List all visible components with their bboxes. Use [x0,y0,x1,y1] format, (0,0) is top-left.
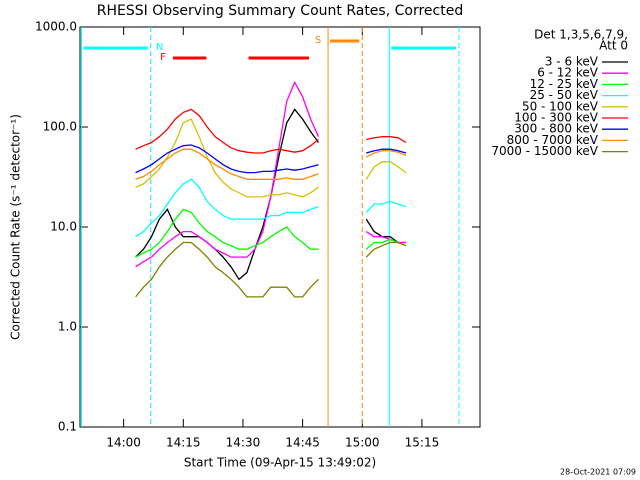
series-line [135,241,407,298]
x-tick-label: 14:45 [285,436,320,450]
x-tick-label: 14:00 [106,436,141,450]
y-tick-label: 100.0 [43,120,77,134]
legend-label: 12 - 25 keV [530,77,599,91]
legend-header: Att 0 [599,39,628,53]
legend-label: 800 - 7000 keV [507,133,599,147]
footer: 28-Oct-2021 07:09 [560,468,636,477]
interval-label: N [156,42,163,53]
interval-label: S [315,35,321,46]
legend-label: 6 - 12 keV [537,66,599,80]
y-axis-label: Corrected Count Rate (s⁻¹ detector⁻¹) [9,114,23,340]
x-tick-label: 14:30 [226,436,261,450]
legend-header: Det 1,3,5,6,7,9, [534,28,628,42]
interval-label: F [160,52,166,63]
x-tick-label: 15:00 [345,436,380,450]
y-tick-label: 1.0 [58,320,77,334]
chart-title: RHESSI Observing Summary Count Rates, Co… [97,3,463,19]
legend-label: 25 - 50 keV [530,88,599,102]
series-line [135,80,406,268]
series-line [135,144,407,174]
y-tick-label: 0.1 [58,420,77,434]
x-tick-label: 14:15 [166,436,201,450]
legend-label: 7000 - 15000 keV [491,144,598,158]
legend-label: 50 - 100 keV [522,99,599,113]
y-tick-label: 1000.0 [35,20,77,34]
legend-label: 100 - 300 keV [514,111,598,125]
plot-frame [79,26,481,428]
legend-label: 3 - 6 keV [545,55,599,69]
x-tick-label: 15:15 [405,436,440,450]
series-line [135,178,407,238]
series-line [135,208,407,258]
x-axis-label: Start Time (09-Apr-15 13:49:02) [184,456,376,470]
legend-label: 300 - 800 keV [514,122,598,136]
series-line [135,118,407,198]
series-line [135,108,407,154]
series-line [135,148,407,180]
y-tick-label: 10.0 [50,220,77,234]
